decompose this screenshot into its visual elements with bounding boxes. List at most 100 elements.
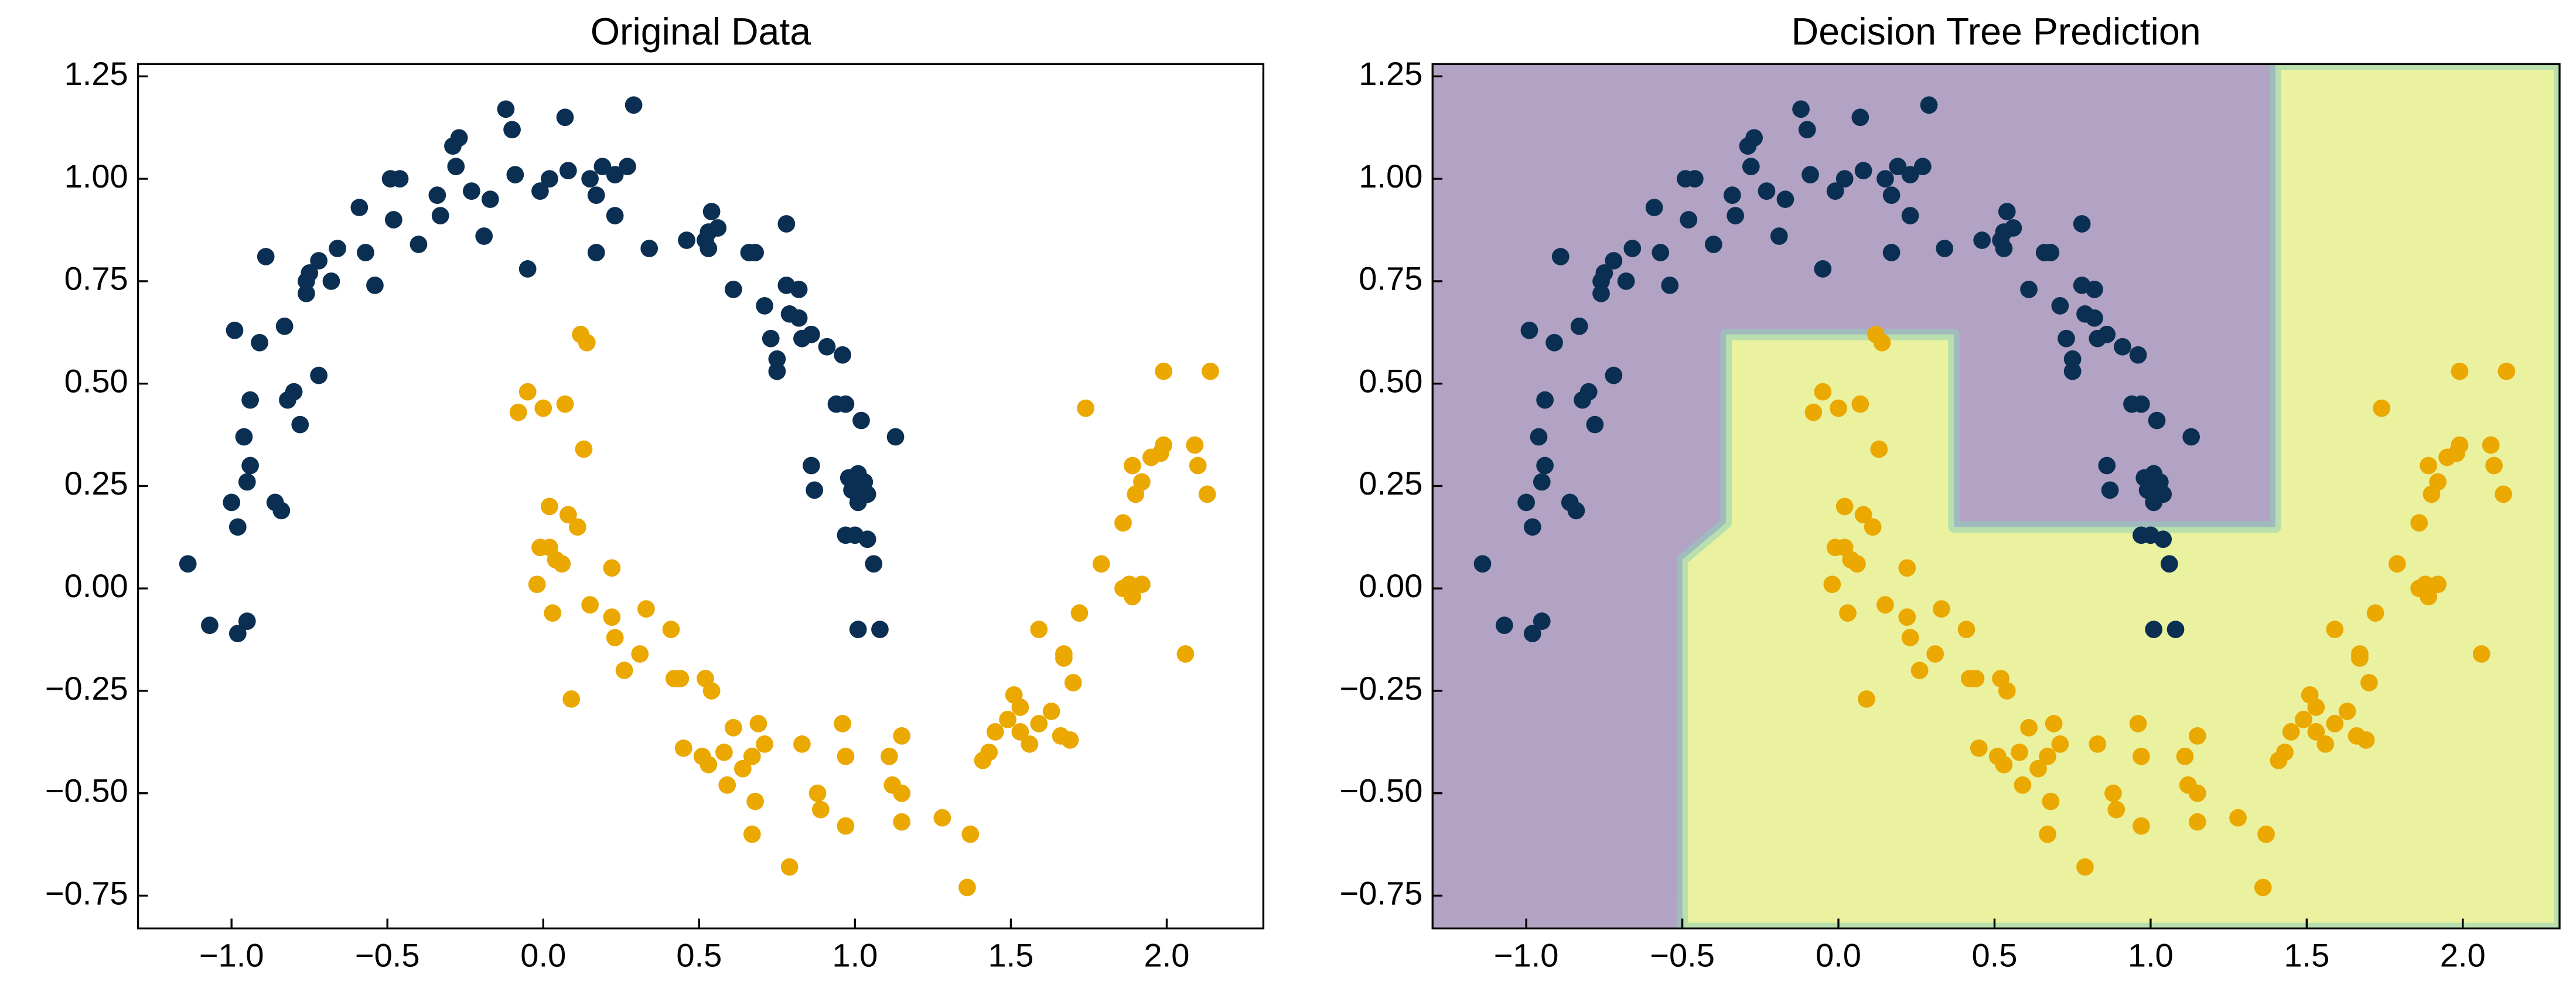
plot-area — [1432, 64, 2560, 929]
data-point — [1995, 755, 2013, 773]
data-point — [541, 170, 558, 188]
data-point — [463, 182, 480, 200]
data-point — [1645, 199, 1663, 216]
data-point — [251, 333, 268, 352]
data-point — [803, 456, 820, 475]
data-point — [2145, 621, 2163, 638]
data-point — [1901, 207, 1919, 224]
y-tick-label: 1.00 — [64, 158, 128, 195]
data-point — [2188, 727, 2206, 745]
data-point — [2020, 719, 2038, 737]
data-point — [849, 621, 867, 638]
data-point — [2410, 514, 2428, 532]
data-point — [1835, 497, 1854, 516]
data-point — [275, 317, 294, 335]
y-tick-label: −0.25 — [45, 670, 128, 707]
data-point — [581, 596, 599, 614]
data-point — [2114, 338, 2131, 356]
data-point — [933, 809, 951, 827]
y-tick-label: −0.75 — [1340, 874, 1423, 911]
data-point — [834, 715, 851, 732]
data-point — [1567, 502, 1585, 520]
data-point — [2129, 346, 2147, 364]
data-point — [1776, 190, 1794, 208]
data-point — [528, 575, 546, 594]
data-point — [238, 612, 256, 630]
data-point — [2257, 825, 2275, 843]
data-point — [310, 252, 328, 270]
x-tick-label: 0.5 — [676, 937, 722, 974]
data-point — [2482, 436, 2500, 454]
data-point — [1530, 428, 1548, 446]
y-tick-label: −0.25 — [1340, 670, 1423, 707]
data-point — [709, 219, 727, 237]
data-point — [431, 207, 449, 224]
data-point — [1998, 203, 2016, 220]
data-point — [2188, 813, 2206, 831]
data-point — [958, 878, 976, 897]
data-point — [2129, 715, 2147, 732]
data-point — [1727, 207, 1745, 224]
data-point — [2058, 329, 2075, 347]
data-point — [1533, 473, 1551, 491]
data-point — [718, 776, 736, 794]
data-point — [790, 309, 808, 327]
x-tick-label: 1.5 — [2284, 937, 2329, 974]
data-point — [1814, 260, 1832, 278]
data-point — [1523, 518, 1541, 536]
data-point — [893, 727, 911, 745]
data-point — [1473, 555, 1492, 573]
data-point — [1579, 383, 1598, 401]
data-point — [1804, 403, 1823, 421]
data-point — [1854, 162, 1872, 180]
data-point — [2035, 244, 2053, 261]
data-point — [2282, 723, 2300, 741]
data-point — [1870, 440, 1888, 458]
x-tick-label: 2.0 — [2440, 937, 2486, 974]
data-point — [226, 321, 244, 339]
data-point — [2357, 731, 2375, 749]
data-point — [671, 670, 690, 687]
y-tick-label: −0.50 — [1340, 772, 1423, 809]
data-point — [986, 723, 1004, 741]
data-point — [1926, 645, 1944, 663]
data-point — [762, 329, 780, 347]
data-point — [777, 215, 796, 233]
data-point — [1517, 493, 1535, 512]
data-point — [2051, 735, 2069, 753]
data-point — [2420, 456, 2438, 475]
data-point — [2351, 649, 2369, 667]
data-point — [756, 297, 773, 315]
data-point — [1839, 604, 1857, 622]
data-point — [2360, 674, 2378, 691]
data-point — [544, 604, 562, 622]
data-point — [834, 346, 851, 364]
data-point — [241, 391, 259, 409]
data-point — [886, 428, 905, 446]
data-point — [674, 739, 692, 757]
x-tick-label: −1.0 — [1494, 937, 1559, 974]
y-tick-label: 0.50 — [1359, 362, 1422, 399]
data-point — [475, 227, 493, 245]
data-point — [1957, 621, 1975, 638]
data-point — [385, 211, 402, 229]
data-point — [1814, 383, 1832, 401]
data-point — [2451, 362, 2469, 380]
data-point — [2063, 362, 2082, 380]
data-point — [1802, 166, 1819, 183]
x-tick-label: 0.0 — [520, 937, 566, 974]
data-point — [1742, 158, 1760, 176]
data-point — [2133, 817, 2150, 835]
data-point — [235, 428, 253, 446]
data-point — [1077, 399, 1095, 417]
data-point — [606, 629, 624, 646]
data-point — [1202, 362, 1219, 380]
data-point — [2182, 428, 2200, 446]
data-point — [1133, 575, 1151, 594]
data-point — [1998, 682, 2016, 700]
data-point — [559, 162, 577, 180]
data-point — [553, 555, 571, 573]
data-point — [1570, 317, 1588, 335]
data-point — [1910, 662, 1929, 679]
data-point — [625, 96, 643, 114]
